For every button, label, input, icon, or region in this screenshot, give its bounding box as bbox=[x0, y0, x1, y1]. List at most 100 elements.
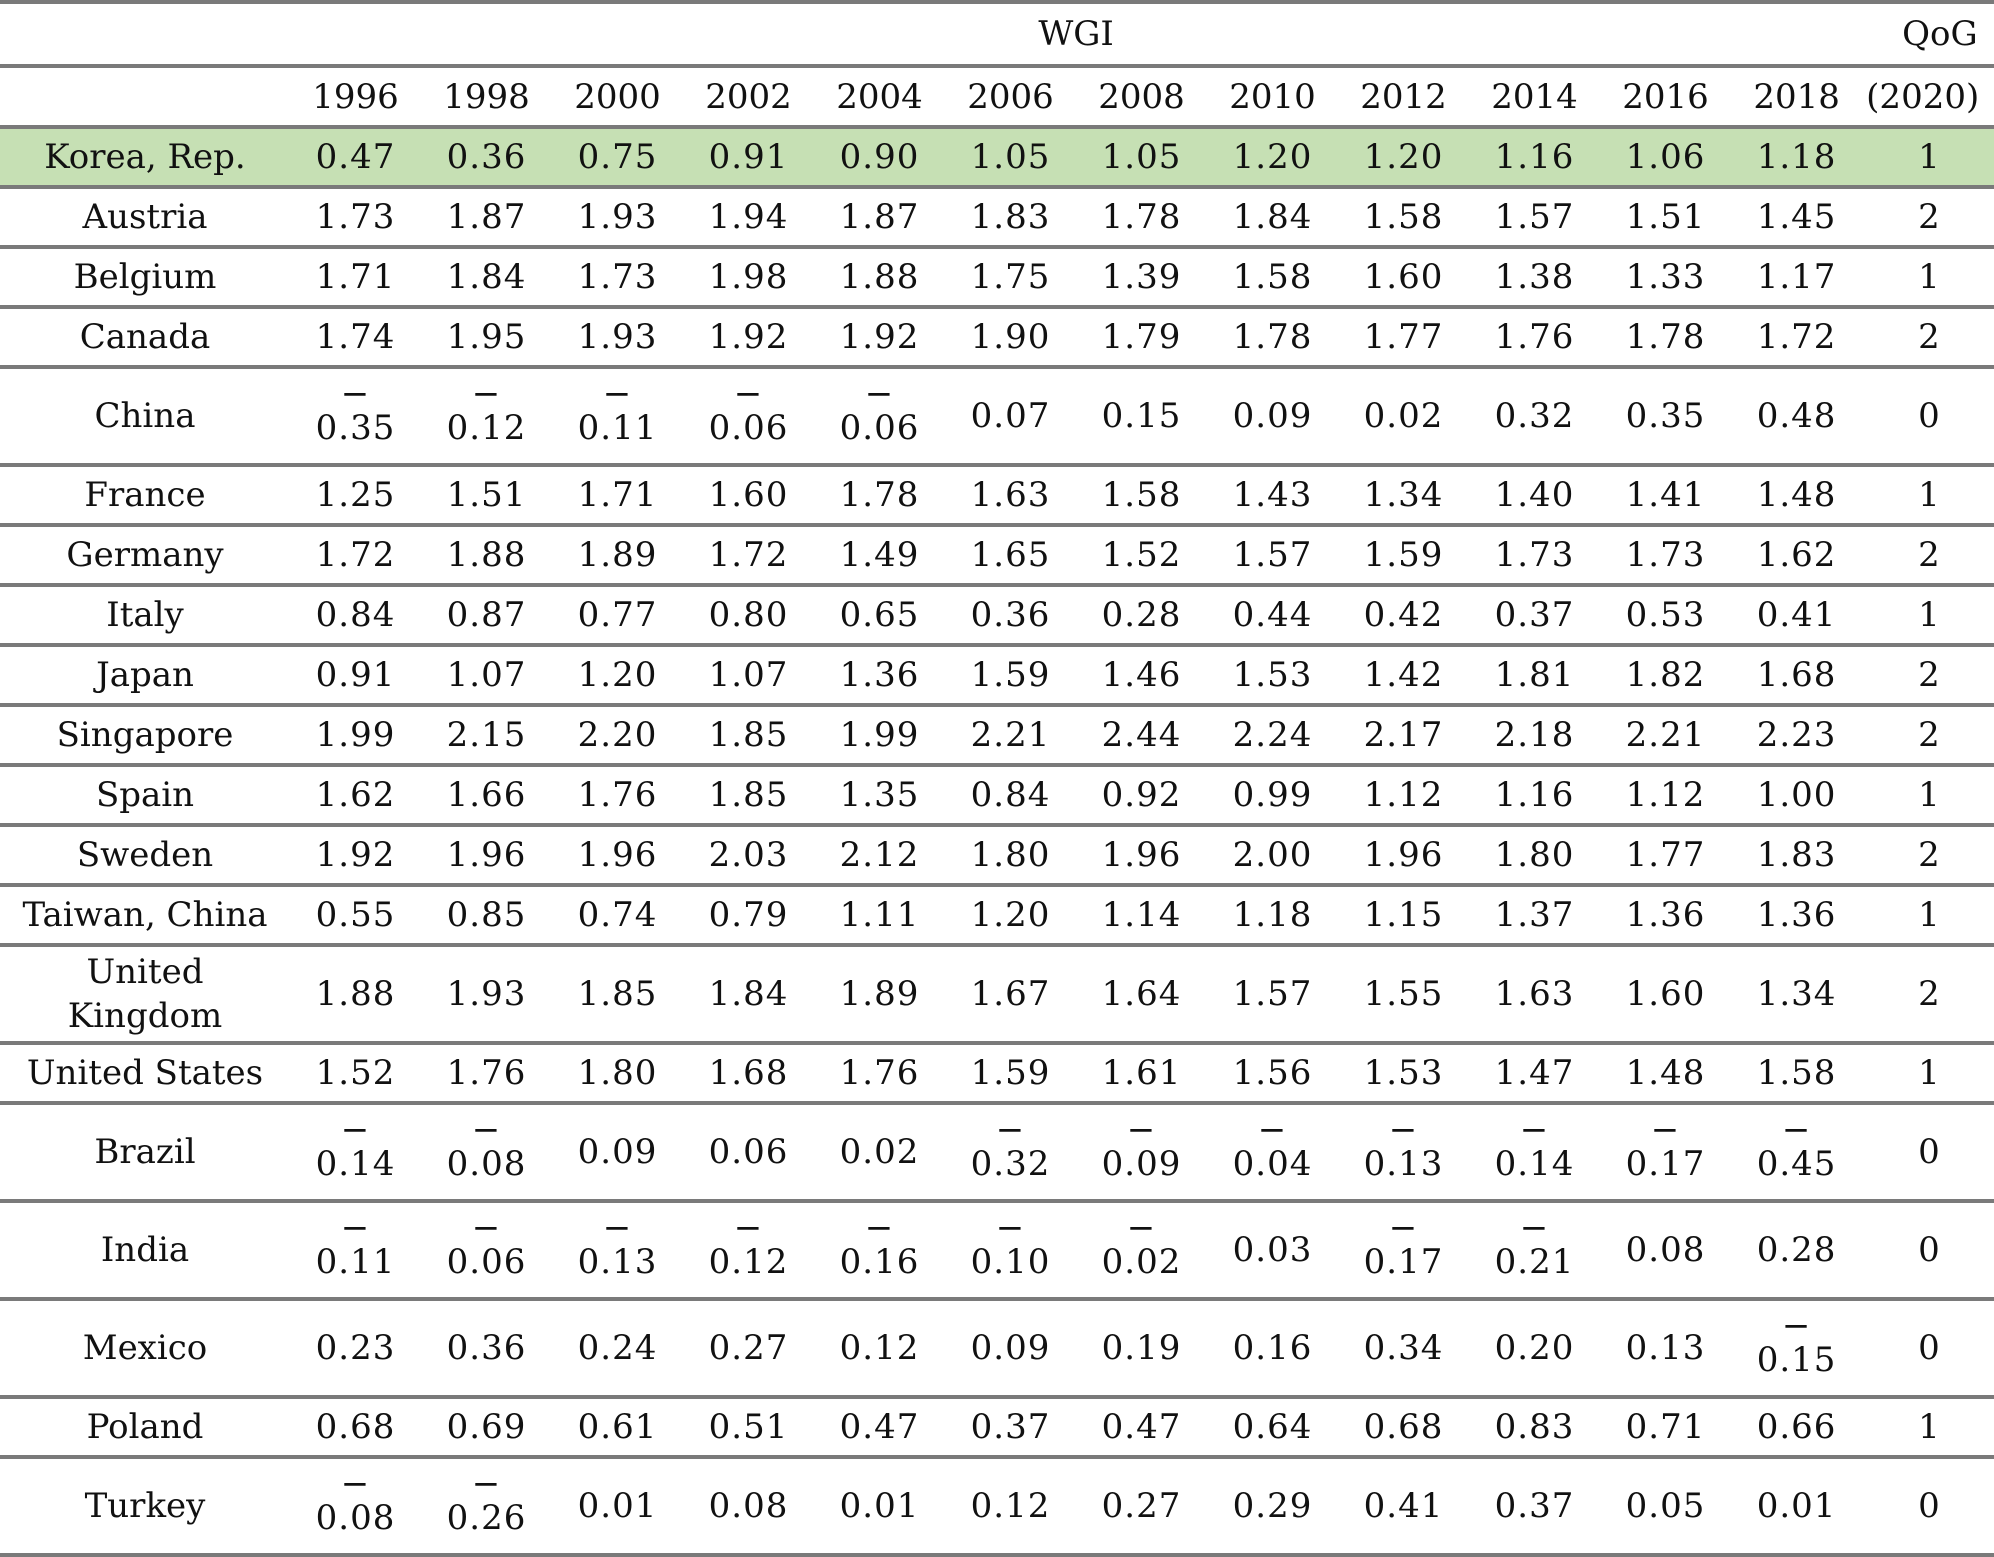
value-cell-2012: −0.13 bbox=[1338, 1101, 1469, 1201]
value-cell-2018: 0.28 bbox=[1731, 1199, 1863, 1299]
value-cell-2008: −0.02 bbox=[1076, 1199, 1207, 1299]
qog-cell: 1 bbox=[1862, 1395, 1994, 1457]
table-row: Germany 1.72 1.88 1.89 1.72 1.49 1.65 1.52 1.57 1… bbox=[0, 523, 1994, 585]
qog-cell: 1 bbox=[1862, 245, 1994, 307]
value-cell-1996: 1.99 bbox=[290, 703, 421, 765]
value-cell-2002: 1.92 bbox=[683, 305, 814, 367]
value-cell-2000: 0.09 bbox=[552, 1101, 683, 1201]
value-cell-2008: 1.58 bbox=[1076, 463, 1207, 525]
table-row: Turkey −0.08−0.26 0.01 0.08 0.01 0.12 0.27 0.29… bbox=[0, 1455, 1994, 1557]
value-cell-2004: 0.65 bbox=[814, 583, 945, 645]
table-row: United States 1.52 1.76 1.80 1.68 1.76 1.59 1.6… bbox=[0, 1041, 1994, 1103]
value-cell-1998: −0.08 bbox=[421, 1101, 552, 1201]
qog-cell: 2 bbox=[1862, 703, 1994, 765]
value-cell-2004: 0.47 bbox=[814, 1395, 945, 1457]
value-cell-2000: 0.24 bbox=[552, 1297, 683, 1397]
value-cell-2018: −0.15 bbox=[1731, 1297, 1863, 1397]
value-cell-2000: −0.11 bbox=[552, 365, 683, 465]
value-cell-1996: 1.52 bbox=[290, 1041, 421, 1103]
year-header-2002: 2002 bbox=[683, 64, 814, 127]
value-cell-2004: −0.06 bbox=[814, 365, 945, 465]
negative-sign: − bbox=[1257, 1110, 1288, 1150]
value-cell-2002: 0.80 bbox=[683, 583, 814, 645]
value-cell-2014: 1.38 bbox=[1469, 245, 1600, 307]
value-cell-2010: 1.56 bbox=[1207, 1041, 1338, 1103]
negative-sign: − bbox=[995, 1208, 1026, 1248]
year-header-2000: 2000 bbox=[552, 64, 683, 127]
negative-sign: − bbox=[1781, 1306, 1812, 1346]
value-cell-2014: 0.37 bbox=[1469, 583, 1600, 645]
negative-sign: − bbox=[864, 374, 895, 414]
value-cell-2018: 1.62 bbox=[1731, 523, 1863, 585]
value-cell-2018: 2.23 bbox=[1731, 703, 1863, 765]
value-cell-2018: 1.48 bbox=[1731, 463, 1863, 525]
value-cell-2000: 1.80 bbox=[552, 1041, 683, 1103]
table-row: Japan 0.91 1.07 1.20 1.07 1.36 1.59 1.46 1.53 1.4… bbox=[0, 643, 1994, 705]
value-cell-2002: 0.79 bbox=[683, 883, 814, 945]
country-cell: Taiwan, China bbox=[0, 883, 290, 945]
value-text: 0.06 bbox=[839, 408, 920, 448]
value-cell-2006: 1.05 bbox=[945, 125, 1076, 187]
value-cell-1996: 1.92 bbox=[290, 823, 421, 885]
value-text: 0.16 bbox=[839, 1242, 920, 1282]
value-cell-2004: 0.01 bbox=[814, 1455, 945, 1557]
qog-cell: 2 bbox=[1862, 943, 1994, 1043]
value-cell-2002: −0.12 bbox=[683, 1199, 814, 1299]
negative-sign: − bbox=[1519, 1110, 1550, 1150]
value-cell-1998: 0.87 bbox=[421, 583, 552, 645]
value-cell-1998: −0.12 bbox=[421, 365, 552, 465]
value-cell-1996: 0.55 bbox=[290, 883, 421, 945]
negative-sign: − bbox=[340, 1208, 371, 1248]
value-cell-2000: 1.76 bbox=[552, 763, 683, 825]
value-cell-2004: 0.12 bbox=[814, 1297, 945, 1397]
value-cell-2006: 1.75 bbox=[945, 245, 1076, 307]
value-cell-2010: 1.53 bbox=[1207, 643, 1338, 705]
value-cell-2000: 1.93 bbox=[552, 305, 683, 367]
value-cell-2008: 1.52 bbox=[1076, 523, 1207, 585]
value-cell-2014: 1.16 bbox=[1469, 763, 1600, 825]
country-cell: Belgium bbox=[0, 245, 290, 307]
value-cell-2004: 1.92 bbox=[814, 305, 945, 367]
value-cell-1996: 1.62 bbox=[290, 763, 421, 825]
qog-cell: 2 bbox=[1862, 823, 1994, 885]
value-cell-1998: 0.85 bbox=[421, 883, 552, 945]
value-text: 0.12 bbox=[708, 1242, 789, 1282]
value-cell-2012: 1.77 bbox=[1338, 305, 1469, 367]
value-cell-2004: 1.89 bbox=[814, 943, 945, 1043]
value-cell-2016: 0.71 bbox=[1600, 1395, 1731, 1457]
value-cell-2012: 1.12 bbox=[1338, 763, 1469, 825]
value-cell-2016: 0.05 bbox=[1600, 1455, 1731, 1557]
value-cell-2018: 1.18 bbox=[1731, 125, 1863, 187]
value-cell-2000: 1.73 bbox=[552, 245, 683, 307]
value-cell-2014: 0.20 bbox=[1469, 1297, 1600, 1397]
value-cell-2000: 0.75 bbox=[552, 125, 683, 187]
country-cell: Poland bbox=[0, 1395, 290, 1457]
value-cell-2008: 0.19 bbox=[1076, 1297, 1207, 1397]
value-cell-1996: 0.68 bbox=[290, 1395, 421, 1457]
qog-cell: 1 bbox=[1862, 1041, 1994, 1103]
table-row: Korea, Rep. 0.47 0.36 0.75 0.91 0.90 1.05 1.05 1… bbox=[0, 125, 1994, 187]
value-cell-2016: 1.33 bbox=[1600, 245, 1731, 307]
value-cell-2012: 1.96 bbox=[1338, 823, 1469, 885]
value-cell-1998: 1.51 bbox=[421, 463, 552, 525]
table-row: Austria 1.73 1.87 1.93 1.94 1.87 1.83 1.78 1.84 1… bbox=[0, 185, 1994, 247]
value-cell-2000: 1.20 bbox=[552, 643, 683, 705]
value-cell-2008: 0.15 bbox=[1076, 365, 1207, 465]
value-cell-2004: 1.49 bbox=[814, 523, 945, 585]
country-cell: Austria bbox=[0, 185, 290, 247]
value-cell-2018: 0.48 bbox=[1731, 365, 1863, 465]
qog-cell: 2 bbox=[1862, 305, 1994, 367]
value-text: 0.06 bbox=[446, 1242, 527, 1282]
country-cell: Italy bbox=[0, 583, 290, 645]
value-text: 0.10 bbox=[970, 1242, 1051, 1282]
year-header-2008: 2008 bbox=[1076, 64, 1207, 127]
value-cell-2002: 1.85 bbox=[683, 763, 814, 825]
negative-sign: − bbox=[1126, 1208, 1157, 1248]
value-cell-2016: 0.08 bbox=[1600, 1199, 1731, 1299]
value-cell-2014: 0.37 bbox=[1469, 1455, 1600, 1557]
value-cell-2010: 1.43 bbox=[1207, 463, 1338, 525]
table-row: Singapore 1.99 2.15 2.20 1.85 1.99 2.21 2.44 2.2… bbox=[0, 703, 1994, 765]
value-cell-2012: 1.55 bbox=[1338, 943, 1469, 1043]
negative-sign: − bbox=[1388, 1208, 1419, 1248]
